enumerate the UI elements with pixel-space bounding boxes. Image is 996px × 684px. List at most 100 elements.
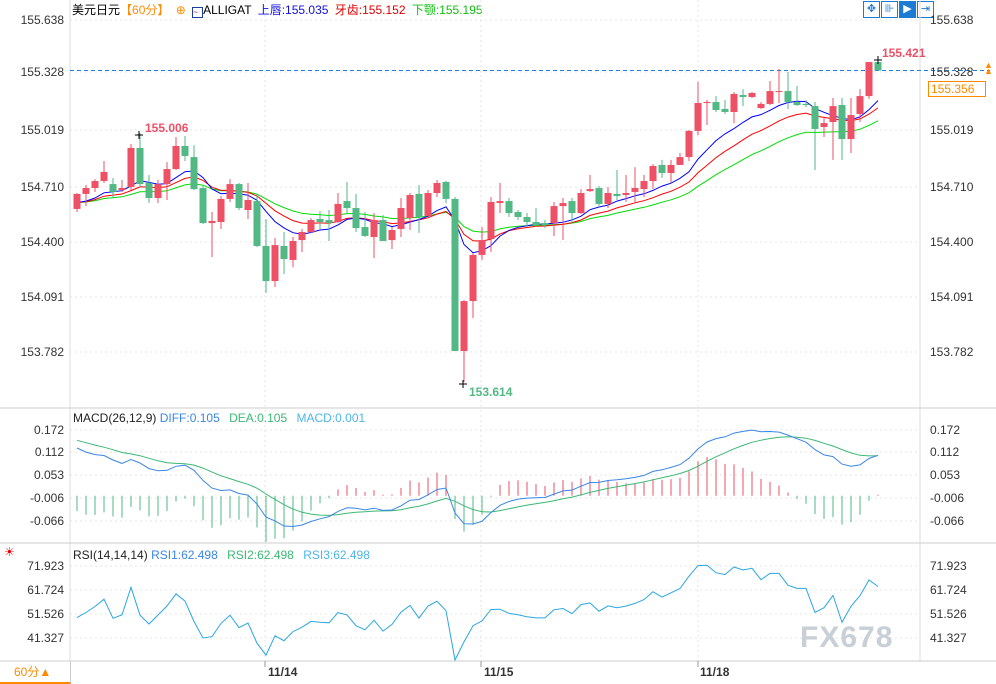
crosshair-button[interactable]: ✥ (863, 1, 880, 18)
period-selector-button[interactable]: 60分▲ (0, 662, 71, 684)
candle-body (703, 101, 711, 104)
macd-diff-value: DIFF:0.105 (159, 411, 220, 425)
candle-body (154, 184, 162, 199)
date-label: 11/14 (268, 665, 298, 679)
macd-axis-label: -0.066 (930, 514, 965, 528)
candle-body (694, 103, 702, 131)
candle-body (235, 184, 243, 209)
candle-body (811, 106, 819, 129)
watermark-logo: FX678 (800, 621, 894, 654)
candle-body (352, 208, 360, 229)
candle-body (685, 130, 693, 158)
range-button[interactable]: ⊪ (881, 1, 898, 18)
candle-body (667, 164, 675, 173)
pan-icon: ▶ (903, 3, 912, 15)
price-axis-label: 153.782 (930, 345, 974, 359)
candle-body (613, 193, 621, 197)
candle-body (271, 245, 279, 282)
candle-body (676, 157, 684, 165)
candle-body (856, 96, 864, 114)
candle-body (163, 169, 171, 185)
rsi-axis-label: 61.724 (27, 583, 64, 597)
candle-body (541, 223, 549, 226)
rsi-title: RSI(14,14,14) (73, 548, 148, 562)
candle-body (559, 203, 567, 207)
macd-dea-value: DEA:0.105 (229, 411, 288, 425)
macd-axis-label: 0.172 (930, 423, 961, 437)
candle-body (361, 227, 369, 236)
price-axis-label: 154.091 (930, 290, 974, 304)
candle-body (280, 245, 288, 260)
rsi-axis-label: 51.526 (27, 607, 64, 621)
rsi-settings-icon[interactable]: ☀ (4, 545, 15, 559)
candle-body (217, 198, 225, 223)
price-axis-label: 155.638 (930, 13, 974, 27)
candle-body (307, 220, 315, 233)
jaw-value: 下颚:155.195 (411, 3, 483, 17)
candle-body (496, 201, 504, 204)
add-circle-icon[interactable]: ⊕ (175, 3, 186, 17)
candle-body (730, 93, 738, 112)
candle-body (424, 193, 432, 216)
candle-body (379, 220, 387, 241)
price-axis-label: 153.782 (20, 345, 64, 359)
candle-body (109, 184, 117, 192)
date-label: 11/18 (700, 665, 730, 679)
macd-axis-label: 0.053 (33, 468, 64, 482)
candle-body (172, 145, 180, 170)
candle-body (343, 201, 351, 209)
candle-body (253, 201, 261, 246)
price-axis-label: 154.091 (20, 290, 64, 304)
alligator-indicator-icon[interactable]: ~ (192, 7, 204, 18)
teeth-value: 牙齿:155.152 (334, 3, 406, 17)
candle-body (73, 193, 81, 209)
indicator-name[interactable]: ALLIGAT (203, 3, 252, 17)
macd-axis-label: -0.006 (29, 491, 64, 505)
candle-body (595, 188, 603, 204)
scroll-end-button[interactable]: ⇥ (917, 1, 934, 18)
candle-body (199, 188, 207, 224)
candle-body (460, 301, 468, 351)
candle-body (802, 103, 810, 106)
price-axis-label: 154.400 (20, 235, 64, 249)
candle-body (244, 200, 252, 211)
candle-body (604, 193, 612, 204)
candle-body (757, 103, 765, 109)
candle-body (487, 201, 495, 239)
price-axis-label: 155.328 (930, 65, 974, 79)
candle-body (784, 91, 792, 102)
candle-body (514, 211, 522, 217)
rsi-axis-label: 61.724 (930, 583, 967, 597)
scroll-up-icon[interactable]: ▲ ▲ (984, 60, 993, 76)
candle-body (640, 181, 648, 190)
candle-body (829, 106, 837, 123)
candle-body (793, 101, 801, 106)
candle-body (316, 218, 324, 223)
pan-button[interactable]: ▶ (899, 1, 916, 18)
macd-axis-label: -0.006 (930, 491, 965, 505)
low-marker-label: 153.614 (469, 385, 513, 399)
candle-body (478, 240, 486, 255)
candle-body (262, 245, 270, 282)
high-marker-label: 155.006 (145, 121, 189, 135)
candle-body (388, 230, 396, 241)
price-axis-label: 154.400 (930, 235, 974, 249)
candle-body (586, 189, 594, 192)
candle-body (469, 254, 477, 302)
candle-body (136, 147, 144, 185)
candle-body (532, 222, 540, 226)
macd-axis-label: 0.112 (34, 445, 64, 459)
candle-body (370, 220, 378, 238)
rsi-line (76, 564, 879, 662)
period-label[interactable]: 【60分】 (120, 3, 170, 17)
candle-body (847, 115, 855, 139)
candle-body (100, 171, 108, 182)
range-icon: ⊪ (884, 3, 895, 15)
candle-body (181, 145, 189, 156)
candle-body (523, 216, 531, 223)
candle-body (325, 220, 333, 224)
candle-body (190, 157, 198, 190)
candle-body (415, 193, 423, 217)
candle-body (874, 62, 882, 71)
